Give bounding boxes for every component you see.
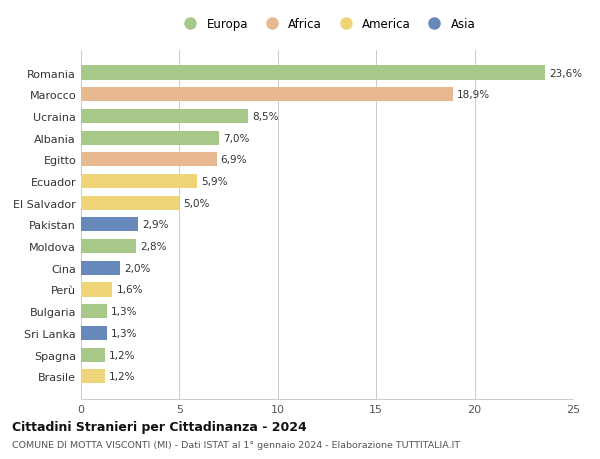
Text: 5,9%: 5,9% bbox=[201, 177, 227, 187]
Text: 8,5%: 8,5% bbox=[252, 112, 279, 122]
Text: 6,9%: 6,9% bbox=[221, 155, 247, 165]
Bar bbox=[81, 240, 136, 253]
Text: 1,2%: 1,2% bbox=[109, 350, 135, 360]
Bar bbox=[81, 261, 121, 275]
Bar bbox=[81, 196, 179, 210]
Bar bbox=[81, 110, 248, 124]
Text: 2,8%: 2,8% bbox=[140, 241, 167, 252]
Text: 1,2%: 1,2% bbox=[109, 371, 135, 381]
Text: 1,3%: 1,3% bbox=[110, 307, 137, 317]
Text: 23,6%: 23,6% bbox=[550, 68, 583, 78]
Bar bbox=[81, 326, 107, 340]
Text: 18,9%: 18,9% bbox=[457, 90, 490, 100]
Bar bbox=[81, 174, 197, 189]
Bar bbox=[81, 348, 104, 362]
Text: 2,9%: 2,9% bbox=[142, 220, 169, 230]
Text: 1,3%: 1,3% bbox=[110, 328, 137, 338]
Bar bbox=[81, 283, 112, 297]
Text: 5,0%: 5,0% bbox=[184, 198, 210, 208]
Bar bbox=[81, 131, 219, 146]
Bar bbox=[81, 88, 453, 102]
Bar bbox=[81, 67, 545, 80]
Bar bbox=[81, 218, 138, 232]
Bar bbox=[81, 304, 107, 319]
Legend: Europa, Africa, America, Asia: Europa, Africa, America, Asia bbox=[178, 18, 476, 31]
Text: COMUNE DI MOTTA VISCONTI (MI) - Dati ISTAT al 1° gennaio 2024 - Elaborazione TUT: COMUNE DI MOTTA VISCONTI (MI) - Dati IST… bbox=[12, 440, 460, 449]
Bar bbox=[81, 153, 217, 167]
Text: 2,0%: 2,0% bbox=[124, 263, 151, 273]
Text: Cittadini Stranieri per Cittadinanza - 2024: Cittadini Stranieri per Cittadinanza - 2… bbox=[12, 420, 307, 433]
Text: 1,6%: 1,6% bbox=[116, 285, 143, 295]
Bar bbox=[81, 369, 104, 383]
Text: 7,0%: 7,0% bbox=[223, 133, 249, 143]
